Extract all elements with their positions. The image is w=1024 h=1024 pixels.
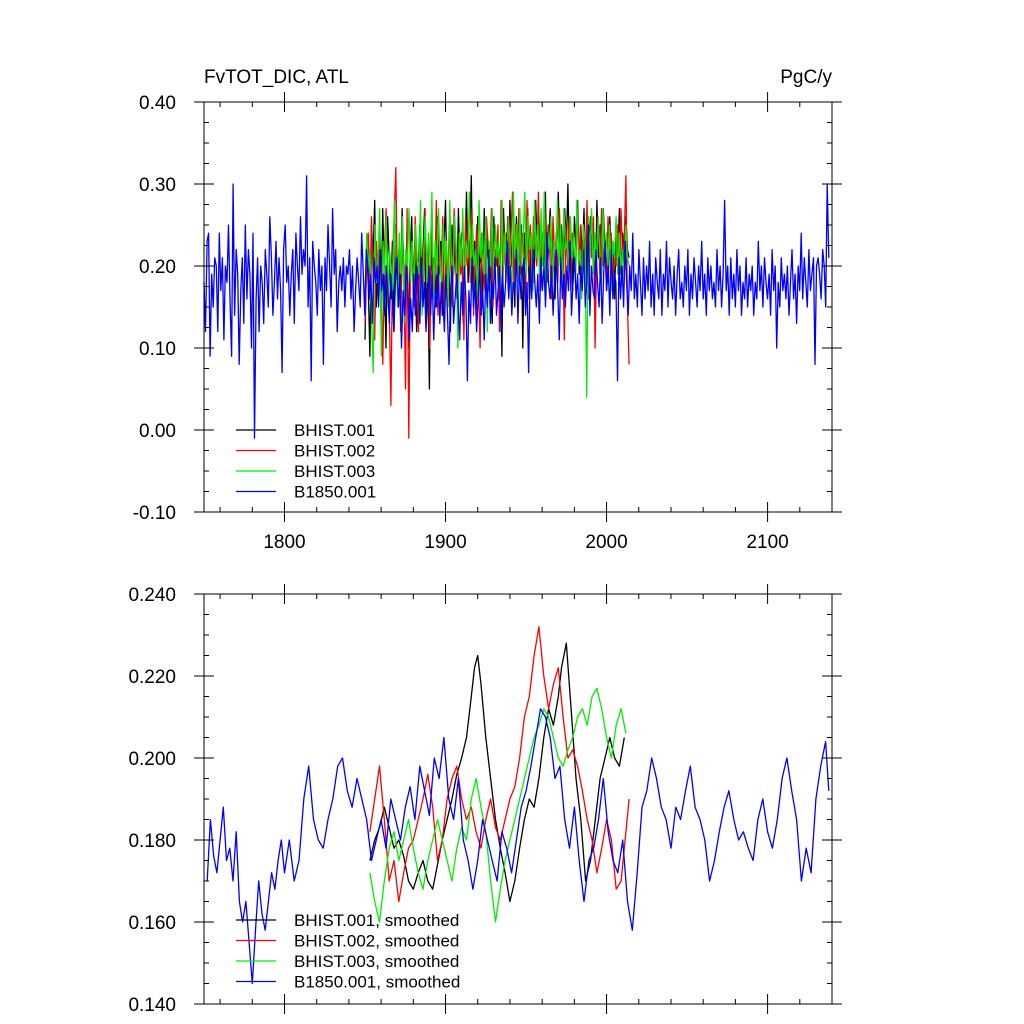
bottom-series-layer bbox=[206, 626, 830, 985]
y-tick-label: 0.200 bbox=[128, 749, 176, 770]
y-tick-label: 0.20 bbox=[139, 257, 176, 278]
legend-label-2: BHIST.003 bbox=[294, 462, 375, 481]
y-tick-label: 0.160 bbox=[128, 913, 176, 934]
y-tick-label: 0.220 bbox=[128, 667, 176, 688]
y-tick-label: 0.30 bbox=[139, 175, 176, 196]
y-tick-label: 0.00 bbox=[139, 421, 176, 442]
legend-label-0: BHIST.001 bbox=[294, 421, 375, 440]
series-line-0 bbox=[369, 642, 625, 903]
series-line-2 bbox=[369, 687, 627, 923]
bottom-plot-frame bbox=[203, 593, 833, 1005]
legend-label-1: BHIST.002 bbox=[294, 442, 375, 461]
x-tick-label: 2100 bbox=[746, 532, 788, 553]
y-tick-label: -0.10 bbox=[133, 503, 176, 524]
bottom-axis-layer: 0.140 0.160 0.180 0.200 0.220 0.240 bbox=[128, 584, 842, 1016]
legend-label-2: BHIST.003, smoothed bbox=[294, 952, 459, 971]
legend-label-0: BHIST.001, smoothed bbox=[294, 911, 459, 930]
legend-label-1: BHIST.002, smoothed bbox=[294, 932, 459, 951]
y-tick-label: 0.140 bbox=[128, 995, 176, 1016]
legend-label-3: B1850.001, smoothed bbox=[294, 973, 460, 992]
series-line-2 bbox=[364, 191, 630, 398]
x-tick-label: 2000 bbox=[585, 532, 627, 553]
chart-units: PgC/y bbox=[780, 67, 832, 88]
series-line-3 bbox=[206, 708, 830, 985]
y-tick-label: 0.240 bbox=[128, 585, 176, 606]
legend-label-3: B1850.001 bbox=[294, 483, 376, 502]
y-tick-label: 0.180 bbox=[128, 831, 176, 852]
top-panel: FvTOT_DIC, ATL PgC/y 1800 1900 2000 2100 -0.… bbox=[133, 67, 842, 553]
chart-title: FvTOT_DIC, ATL bbox=[204, 67, 349, 88]
top-axis-layer: 1800 1900 2000 2100 -0.10 0.00 0.10 0.20 0.30 0.4… bbox=[133, 92, 842, 553]
series-line-1 bbox=[369, 626, 630, 903]
bottom-legend: BHIST.001, smoothed BHIST.002, smoothedBH… bbox=[236, 911, 460, 992]
series-line-3 bbox=[203, 175, 830, 439]
y-tick-label: 0.10 bbox=[139, 339, 176, 360]
y-tick-label: 0.40 bbox=[139, 93, 176, 114]
x-tick-label: 1900 bbox=[424, 532, 466, 553]
bottom-panel: 0.140 0.160 0.180 0.200 0.220 0.240 BHIST.001… bbox=[128, 584, 842, 1016]
top-series-layer bbox=[203, 166, 830, 439]
top-plot-frame bbox=[203, 101, 833, 513]
x-tick-label: 1800 bbox=[263, 532, 305, 553]
